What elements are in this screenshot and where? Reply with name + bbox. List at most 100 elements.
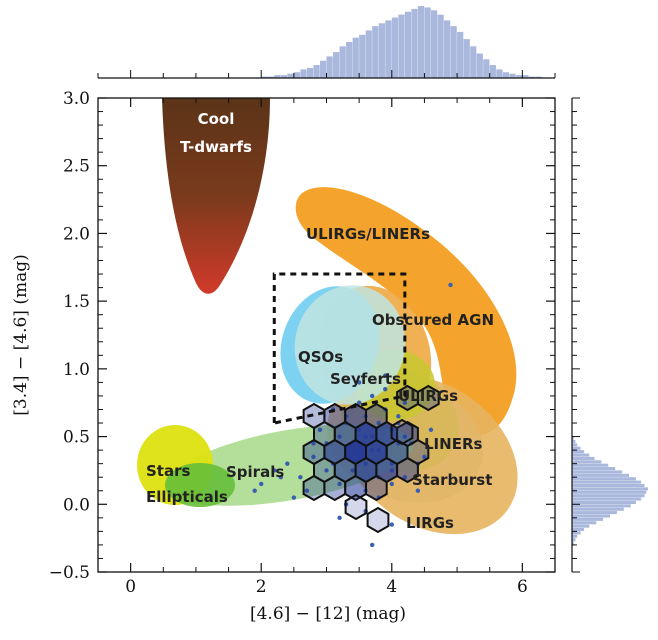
marginal-x-bar <box>326 56 333 78</box>
data-point <box>383 373 388 378</box>
marginal-y-bar <box>572 460 602 464</box>
x-tick-label: 2 <box>256 577 267 597</box>
region-ulirgs-liners <box>295 187 517 436</box>
hexbin-cell-sparse <box>390 418 414 446</box>
region-labels: Cool T-dwarfs ULIRGs/LINERs Obscured AGN… <box>146 110 494 532</box>
marginal-x-bar <box>470 46 477 78</box>
label-stars: Stars <box>146 462 190 480</box>
y-tick-label: 3.0 <box>63 89 90 109</box>
label-starburst: Starburst <box>412 471 492 489</box>
marginal-x-bar <box>378 23 385 79</box>
hexbin-cell-sparse <box>366 506 390 534</box>
marginal-x-bar <box>450 26 457 78</box>
marginal-x-bar <box>339 46 346 78</box>
marginal-x-bar <box>365 30 372 78</box>
label-liners: LINERs <box>424 435 482 453</box>
y-tick-label: 0.0 <box>63 495 90 515</box>
marginal-y-bar <box>572 504 631 508</box>
marginal-x-bar <box>319 60 327 78</box>
label-obscured-agn: Obscured AGN <box>372 311 494 329</box>
marginal-x-bar <box>391 17 399 78</box>
marginal-x-bar <box>333 52 340 78</box>
data-point <box>370 393 375 399</box>
marginal-x-bar <box>293 72 301 78</box>
marginal-x-bar <box>515 75 523 78</box>
marginal-x-bar <box>346 42 353 78</box>
data-point <box>402 400 408 405</box>
x-tick-label: 4 <box>386 577 397 597</box>
marginal-x-bar <box>306 67 314 78</box>
data-point <box>383 386 388 392</box>
marginal-y-bar <box>572 521 597 525</box>
marginal-x-bar <box>509 73 516 78</box>
y-tick-label: 2.5 <box>63 157 90 177</box>
marginal-x-bar <box>385 20 392 78</box>
data-point <box>428 427 434 432</box>
marginal-y-bar <box>572 470 623 474</box>
y-axis-label: [3.4] − [4.6] (mag) <box>11 254 31 415</box>
marginal-x-bar <box>398 14 405 79</box>
data-point <box>448 282 453 288</box>
marginal-y-bar <box>572 463 609 467</box>
data-point <box>317 427 323 432</box>
marginal-y-bar <box>572 436 574 440</box>
marginal-x-bar <box>496 69 503 78</box>
data-point <box>337 481 342 487</box>
y-tick-label: −0.5 <box>49 563 90 583</box>
data-point <box>422 454 427 460</box>
hexbin-cell <box>416 384 440 412</box>
marginal-x-bar <box>287 73 294 78</box>
marginal-y-bar <box>572 446 581 450</box>
marginal-x-bar <box>444 20 451 78</box>
marginal-x-bar <box>274 75 281 78</box>
marginal-x-bar <box>483 59 490 78</box>
data-point <box>291 495 297 500</box>
marginal-y-bar <box>572 534 578 538</box>
marginal-x-bar <box>300 69 307 78</box>
marginal-y-bar <box>572 531 581 535</box>
label-ellipticals: Ellipticals <box>146 488 228 506</box>
marginal-y-bar <box>572 480 642 484</box>
region-seyferts <box>294 285 406 405</box>
marginal-y-bar <box>572 483 645 488</box>
data-point <box>415 488 421 493</box>
marginal-y-bar <box>572 524 590 528</box>
marginal-x-bar <box>424 7 431 78</box>
marginal-x-bar <box>502 72 509 78</box>
y-tick-label: 0.5 <box>63 428 90 448</box>
x-axis-label: [4.6] − [12] (mag) <box>250 604 406 624</box>
marginal-x-bar <box>267 76 274 78</box>
label-ulirgs: ULIRGs <box>398 387 458 405</box>
region-ellipticals <box>165 463 235 507</box>
marginal-x-bar <box>372 26 379 78</box>
x-tick-label: 6 <box>517 577 528 597</box>
marginal-y-bar <box>572 443 578 447</box>
data-point <box>285 461 290 466</box>
marginal-y-bar <box>572 487 648 491</box>
y-tick-label: 1.0 <box>63 360 90 380</box>
marginal-y-bar <box>572 494 645 498</box>
marginal-y-bar <box>572 500 636 504</box>
data-point <box>278 475 283 480</box>
marginal-y-bar <box>572 514 610 518</box>
marginal-x-bar <box>280 75 288 78</box>
axes: 0 2 4 6 −0.5 0.0 0.5 1.0 1.5 2.0 2.5 3.0 <box>49 89 556 597</box>
marginal-x-bar <box>437 14 444 79</box>
hexbin-cell <box>365 402 388 430</box>
marginal-y-bar <box>572 490 647 494</box>
marginal-x-bar <box>522 75 529 78</box>
marginal-y-bar <box>572 517 604 521</box>
data-point <box>337 515 342 521</box>
marginal-y-bar <box>572 541 574 545</box>
marginal-x-bar <box>476 53 483 78</box>
marginal-x-bar <box>313 65 320 78</box>
label-ulirgs-liners: ULIRGs/LINERs <box>306 225 430 243</box>
marginal-y-bar <box>572 497 642 501</box>
region-cool-t-dwarfs <box>162 98 270 294</box>
label-lirgs: LIRGs <box>406 514 454 532</box>
marginal-x-bar <box>489 65 496 78</box>
marginal-y-bar <box>572 507 624 511</box>
hexbin-cell <box>302 402 326 430</box>
selection-box <box>272 272 407 425</box>
